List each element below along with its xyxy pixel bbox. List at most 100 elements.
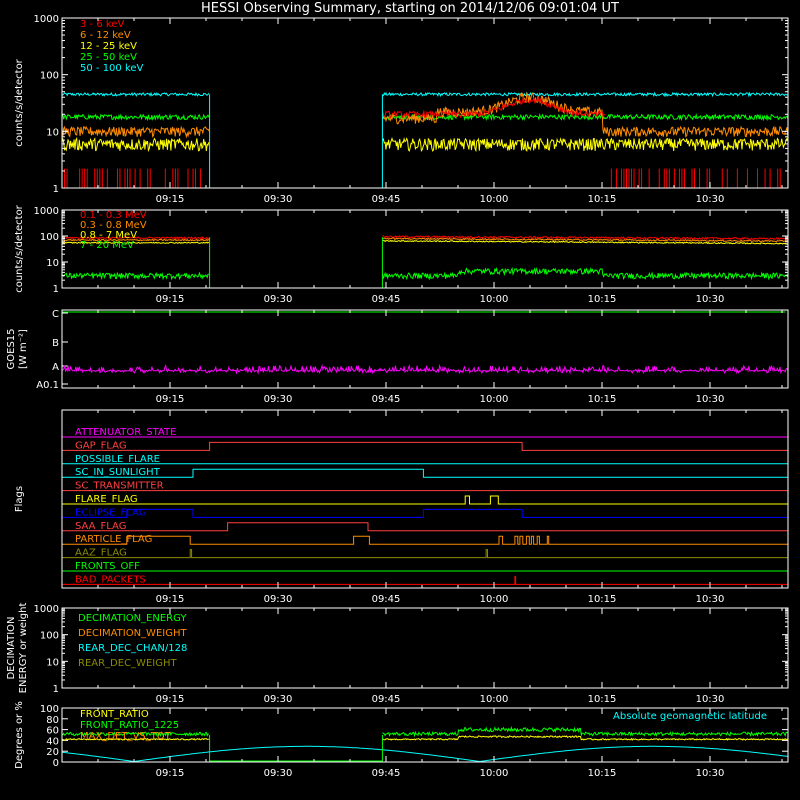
y-tick-label: 100 [40,232,59,243]
series-line [61,112,789,122]
flag-trace [62,535,788,545]
figure-title: HESSI Observing Summary, starting on 201… [201,1,619,16]
series-line [61,92,789,139]
time-tick-label: 10:15 [588,694,617,705]
series-line [61,136,789,153]
flag-label: PARTICLE_FLAG [75,534,152,545]
series-line [61,745,788,762]
series-line [61,725,788,738]
flag-trace [62,575,788,585]
flag-trace [62,441,788,451]
flag-label: FRONTS_OFF [75,561,140,572]
panel-decimation: 09:15 09:30 09:45 10:00 10:15 10:30 1 10 100 1000… [6,603,789,705]
time-tick-label: 10:15 [588,294,617,305]
y-tick-label: C [52,309,59,320]
time-tick-label: 09:30 [264,768,293,779]
time-tick-label: 10:30 [696,294,725,305]
panel-count-rate-low: 09:15 09:30 09:45 10:00 10:15 10:30 1 10 100 1000… [14,14,789,205]
flag-trace [62,495,788,505]
flag-trace [62,522,788,532]
time-tick-label: 10:00 [480,194,509,205]
series-line [62,237,788,243]
flag-label: SAA_FLAG [75,521,126,532]
annotation-label: Absolute geomagnetic latitude [613,711,767,722]
y-tick-label: 10 [46,127,59,138]
time-tick-label: 09:30 [264,194,293,205]
legend-entry: 0.3 - 0.8 MeV [80,220,147,231]
panel-flags: ATTENUATOR_STATE GAP_FLAG POSSIBLE_FLARE SC… [14,409,789,605]
legend-entry: 3 - 6 keV [80,19,124,30]
flag-trace [62,468,788,478]
legend-entry: DECIMATION_WEIGHT [78,628,187,639]
panel-frame [61,309,789,389]
time-tick-label: 09:15 [156,394,185,405]
time-tick-label: 09:15 [156,194,185,205]
flag-label: GAP_FLAG [75,440,127,451]
y-axis-label-2: ENERGY or weight [18,603,29,694]
y-tick-label: 100 [40,704,59,715]
legend-entry: DECIMATION_ENERGY [78,613,187,624]
time-tick-label: 09:15 [156,594,185,605]
panel-count-rate-high: 09:15 09:30 09:45 10:00 10:15 10:30 1 10 100 1000… [14,204,789,305]
y-tick-label: 80 [46,715,59,726]
flag-label: SC_IN_SUNLIGHT [75,467,161,478]
series-line [61,91,789,98]
flag-label: FLARE_FLAG [75,494,138,505]
panel-frame [61,17,789,189]
panel-frame [61,409,789,589]
y-tick-label: 10 [46,258,59,269]
y-tick-label: A0.1 [36,380,59,391]
y-axis-label: DECIMATION [6,616,17,679]
y-tick-label: 40 [46,736,59,747]
y-tick-label: 60 [46,726,59,737]
time-tick-label: 10:00 [480,694,509,705]
flag-label: ECLIPSE_FLAG [75,507,146,518]
legend-entry: 0.1 - 0.3 MeV [80,210,147,221]
time-tick-label: 09:45 [372,768,401,779]
series-line [61,266,789,281]
panel-frame [61,607,789,689]
time-tick-label: 10:30 [696,768,725,779]
flag-trace [62,549,788,559]
time-tick-label: 09:45 [372,594,401,605]
y-tick-label: 1 [53,184,59,195]
time-tick-label: 09:45 [372,694,401,705]
time-tick-label: 10:15 [588,194,617,205]
legend-entry: REAR_DEC_CHAN/128 [78,643,187,654]
legend-entry: REAR_DEC_WEIGHT [78,658,177,669]
y-tick-label: 1000 [34,604,59,615]
y-tick-label: 10 [46,657,59,668]
time-tick-label: 09:15 [156,294,185,305]
series-line [61,735,788,741]
time-tick-label: 09:15 [156,768,185,779]
time-tick-label: 09:45 [372,394,401,405]
time-tick-label: 09:45 [372,194,401,205]
time-tick-label: 10:00 [480,394,509,405]
legend-entry: 6 - 12 keV [80,30,131,41]
legend-entry: 25 - 50 keV [80,52,137,63]
series-line [382,96,606,119]
legend-entry: 12 - 25 keV [80,41,137,52]
y-axis-label: counts/s/detector [14,58,25,146]
legend-entry: 50 - 100 keV [80,63,144,74]
time-tick-label: 10:15 [588,394,617,405]
series-line [61,239,788,245]
time-tick-label: 10:00 [480,594,509,605]
y-tick-label: 20 [46,747,59,758]
y-tick-label: 1000 [34,206,59,217]
y-axis-label: Degrees or % [14,701,25,769]
time-tick-label: 10:00 [480,768,509,779]
flag-label: AAZ_FLAG [75,548,127,559]
legend-entry: 7 - 20 MeV [80,240,134,251]
time-tick-label: 09:30 [264,294,293,305]
time-tick-label: 10:00 [480,294,509,305]
legend-entry: FRONT_RATIO [80,709,149,720]
time-tick-label: 10:15 [588,594,617,605]
flag-label: ATTENUATOR_STATE [75,427,176,438]
series-line [61,235,788,241]
time-tick-label: 10:30 [696,694,725,705]
series-line [61,363,789,375]
flag-trace [62,508,788,518]
